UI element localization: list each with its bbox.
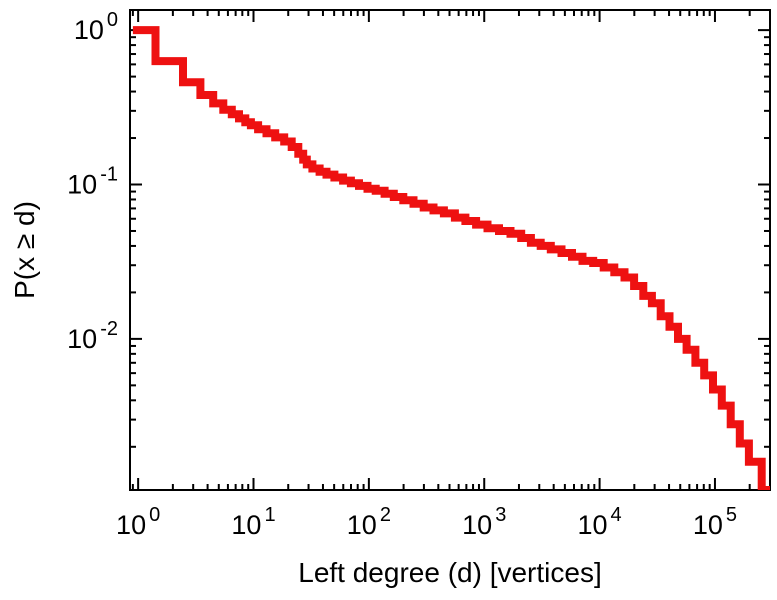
tick-labels: 10 0 10 1 10 2 10 3 10 4 10 5 10 0 10 -1 10 -2 (67, 9, 737, 540)
x-axis-label: Left degree (d) [vertices] (298, 557, 601, 588)
y-tick-label: 10 0 (74, 9, 118, 45)
x-tick-label: 10 0 (116, 504, 160, 540)
y-axis-label: P(x ≥ d) (9, 201, 40, 299)
axis-ticks (130, 10, 770, 490)
x-tick-label: 10 5 (693, 504, 737, 540)
y-tick-label: 10 -1 (67, 164, 118, 200)
y-tick-label: 10 -2 (67, 318, 118, 354)
x-tick-label: 10 2 (347, 504, 391, 540)
x-tick-label: 10 3 (462, 504, 506, 540)
x-tick-label: 10 4 (578, 504, 622, 540)
x-tick-label: 10 1 (231, 504, 275, 540)
ccdf-step-line (132, 26, 770, 490)
plot-frame (129, 9, 771, 491)
